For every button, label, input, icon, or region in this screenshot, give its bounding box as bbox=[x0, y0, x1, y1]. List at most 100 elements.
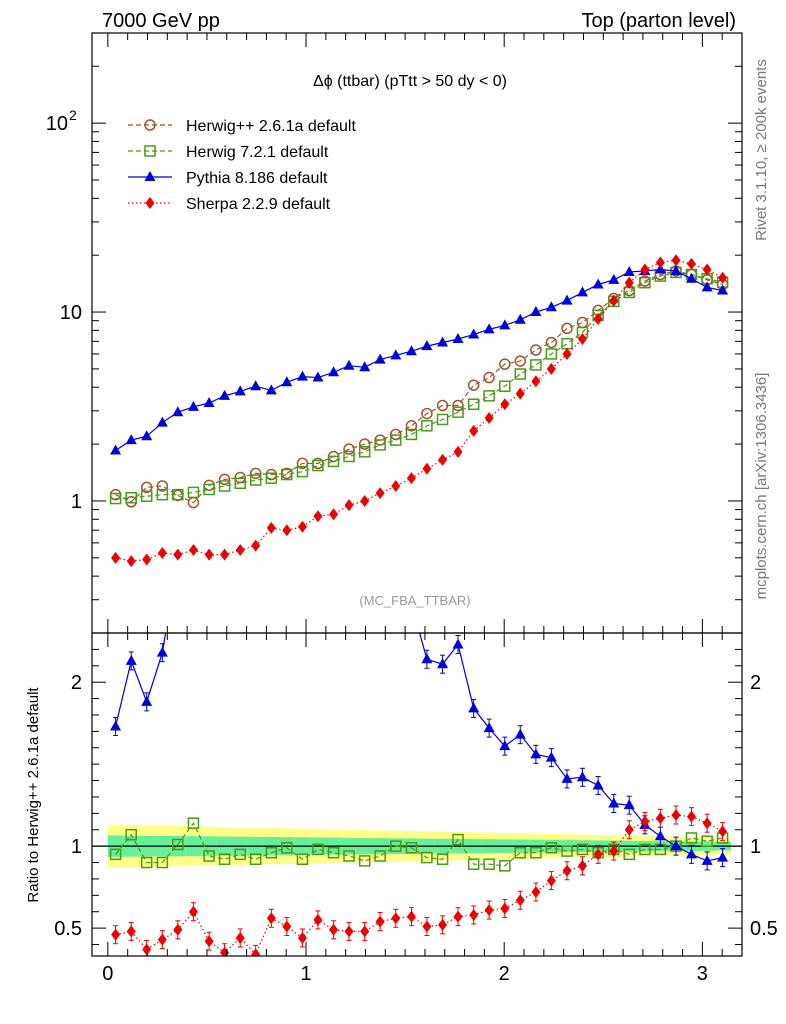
point-sherpa-2-2-9-default bbox=[360, 494, 370, 507]
ratio-point-sherpa-2-2-9-default bbox=[406, 910, 416, 923]
ratio-point-sherpa-2-2-9-default bbox=[577, 859, 587, 872]
point-pythia-8-186-default bbox=[328, 366, 340, 377]
point-pythia-8-186-default bbox=[343, 359, 355, 370]
ratio-point-sherpa-2-2-9-default bbox=[157, 933, 167, 946]
point-pythia-8-186-default bbox=[452, 332, 464, 343]
point-pythia-8-186-default bbox=[437, 336, 449, 347]
point-pythia-8-186-default bbox=[530, 306, 542, 317]
point-herwig-2-6-1a-default bbox=[452, 399, 464, 412]
ratio-point-pythia-8-186-default bbox=[701, 854, 713, 865]
ratio-point-sherpa-2-2-9-default bbox=[546, 874, 556, 887]
point-pythia-8-186-default bbox=[545, 301, 557, 312]
ratio-point-pythia-8-186-default bbox=[623, 799, 635, 810]
ratio-point-herwig-7-2-1-default bbox=[218, 853, 231, 866]
ratio-point-herwig-7-2-1-default bbox=[343, 850, 355, 862]
ratio-point-pythia-8-186-default bbox=[188, 478, 199, 488]
ratio-point-sherpa-2-2-9-default bbox=[344, 925, 354, 938]
ratio-point-herwig-7-2-1-default bbox=[109, 848, 122, 861]
x-axis-ticks: 0 1 2 3 bbox=[102, 33, 723, 985]
ratio-panel: 0.5 0.5 1 1 2 2 bbox=[54, 478, 778, 957]
point-herwig-2-6-1a-default bbox=[156, 480, 169, 492]
ratio-point-herwig-7-2-1-default bbox=[545, 842, 558, 854]
ratio-point-sherpa-2-2-9-default bbox=[297, 931, 307, 944]
chart-title: Δϕ (ttbar) (pTtt > 50 dy < 0) bbox=[313, 73, 507, 90]
point-herwig-7-2-1-default bbox=[281, 468, 293, 481]
ratio-point-sherpa-2-2-9-default bbox=[313, 913, 323, 926]
point-pythia-8-186-default bbox=[110, 444, 122, 455]
x-tick-label: 3 bbox=[697, 963, 708, 985]
point-herwig-2-6-1a-default bbox=[343, 443, 355, 455]
ratio-point-herwig-7-2-1-default bbox=[390, 840, 402, 852]
legend: Herwig++ 2.6.1a default Herwig 7.2.1 defa… bbox=[128, 118, 356, 213]
point-sherpa-2-2-9-default bbox=[282, 524, 292, 537]
ratio-point-pythia-8-186-default bbox=[390, 575, 401, 585]
point-sherpa-2-2-9-default bbox=[126, 555, 136, 568]
ratio-point-pythia-8-186-default bbox=[328, 547, 339, 557]
ratio-point-herwig-7-2-1-default bbox=[405, 842, 418, 854]
point-pythia-8-186-default bbox=[156, 416, 168, 427]
ratio-point-herwig-7-2-1-default bbox=[374, 850, 386, 862]
point-sherpa-2-2-9-default bbox=[266, 521, 276, 534]
ratio-point-pythia-8-186-default bbox=[281, 506, 292, 516]
ratio-line-pythia-8-186-default bbox=[114, 633, 723, 862]
ratio-point-pythia-8-186-default bbox=[156, 646, 168, 657]
legend-marker-pythia-8-186-default bbox=[144, 171, 156, 181]
point-sherpa-2-2-9-default bbox=[375, 487, 385, 500]
point-sherpa-2-2-9-default bbox=[406, 472, 416, 485]
header-left: 7000 GeV pp bbox=[102, 10, 220, 32]
ratio-point-sherpa-2-2-9-default bbox=[173, 923, 183, 936]
point-herwig-2-6-1a-default bbox=[530, 344, 542, 356]
legend-marker-herwig-2-6-1a-default bbox=[144, 119, 156, 131]
ratio-point-sherpa-2-2-9-default bbox=[702, 817, 712, 830]
ratio-point-herwig-7-2-1-default bbox=[483, 858, 495, 870]
ratio-point-sherpa-2-2-9-default bbox=[686, 810, 696, 823]
ratio-point-herwig-7-2-1-default bbox=[358, 855, 371, 867]
ratio-point-sherpa-2-2-9-default bbox=[593, 848, 603, 861]
point-herwig-7-2-1-default bbox=[421, 420, 433, 432]
ratio-point-sherpa-2-2-9-default bbox=[220, 946, 230, 956]
x-tick-label: 2 bbox=[499, 963, 510, 985]
ratio-series-layer bbox=[92, 478, 742, 956]
point-herwig-7-2-1-default bbox=[156, 488, 169, 501]
point-pythia-8-186-default bbox=[265, 384, 277, 395]
point-herwig-7-2-1-default bbox=[140, 490, 153, 502]
ratio-point-pythia-8-186-default bbox=[437, 658, 449, 669]
point-sherpa-2-2-9-default bbox=[515, 387, 525, 400]
ratio-point-herwig-7-2-1-default bbox=[639, 843, 651, 856]
point-herwig-7-2-1-default bbox=[483, 390, 495, 402]
point-herwig-2-6-1a-default bbox=[140, 481, 153, 494]
ratio-point-pythia-8-186-default bbox=[530, 748, 542, 759]
ratio-point-sherpa-2-2-9-default bbox=[282, 920, 292, 933]
ratio-point-sherpa-2-2-9-default bbox=[640, 815, 650, 828]
ratio-point-pythia-8-186-default bbox=[576, 771, 588, 782]
ratio-point-herwig-7-2-1-default bbox=[685, 832, 698, 844]
point-herwig-7-2-1-default bbox=[249, 474, 262, 486]
point-pythia-8-186-default bbox=[561, 294, 573, 305]
ratio-point-sherpa-2-2-9-default bbox=[453, 910, 463, 923]
point-pythia-8-186-default bbox=[234, 385, 246, 396]
point-herwig-2-6-1a-default bbox=[421, 407, 433, 420]
ratio-point-sherpa-2-2-9-default bbox=[515, 894, 525, 907]
ratio-point-sherpa-2-2-9-default bbox=[142, 943, 152, 956]
line-herwig-7-2-1-default bbox=[115, 271, 723, 500]
point-pythia-8-186-default bbox=[141, 430, 153, 441]
ratio-point-pythia-8-186-default bbox=[125, 654, 137, 665]
point-herwig-7-2-1-default bbox=[234, 477, 246, 490]
point-herwig-2-6-1a-default bbox=[405, 420, 418, 432]
point-sherpa-2-2-9-default bbox=[204, 548, 214, 561]
ratio-point-sherpa-2-2-9-default bbox=[204, 935, 214, 948]
ratio-point-herwig-7-2-1-default bbox=[265, 846, 278, 859]
ratio-point-pythia-8-186-default bbox=[685, 848, 697, 859]
point-pythia-8-186-default bbox=[125, 434, 137, 445]
point-sherpa-2-2-9-default bbox=[251, 539, 261, 552]
point-herwig-7-2-1-default bbox=[312, 459, 324, 472]
point-pythia-8-186-default bbox=[390, 349, 402, 360]
point-herwig-2-6-1a-default bbox=[296, 457, 309, 470]
point-herwig-7-2-1-default bbox=[561, 337, 573, 350]
point-pythia-8-186-default bbox=[219, 389, 231, 400]
point-pythia-8-186-default bbox=[312, 371, 324, 382]
point-pythia-8-186-default bbox=[359, 361, 371, 372]
line-herwig-2-6-1a-default bbox=[115, 270, 723, 504]
ratio-y-tick-label-right: 2 bbox=[750, 672, 761, 694]
ratio-y-tick-label-right: 0.5 bbox=[750, 918, 778, 940]
